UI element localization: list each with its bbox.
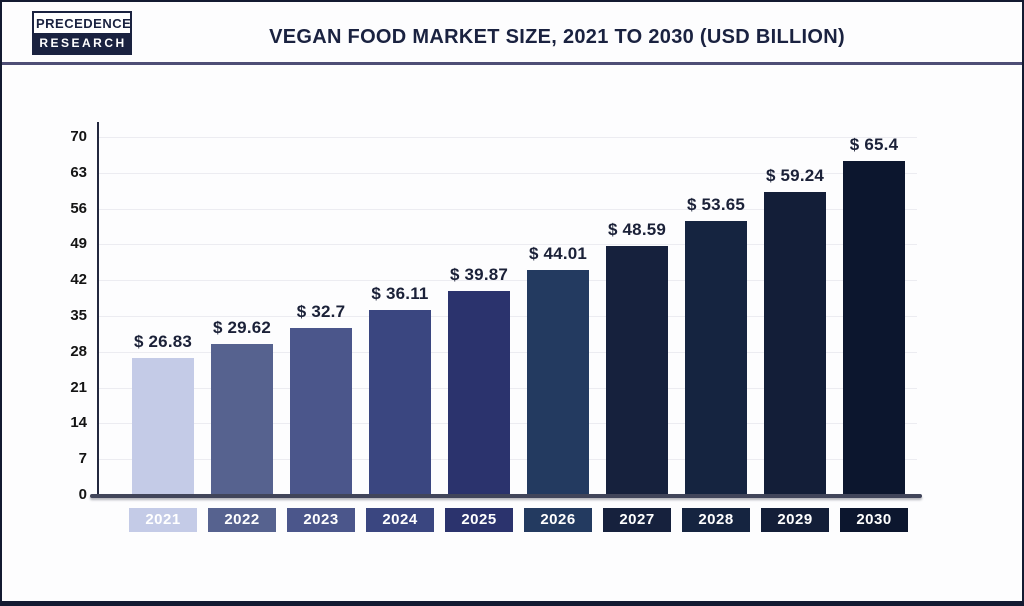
bar-2025 [448, 291, 510, 495]
bar-value-label-2029: $ 59.24 [765, 166, 825, 186]
gridline-42 [97, 280, 917, 282]
year-label-2024: 2024 [366, 508, 434, 532]
bar-2026 [527, 269, 589, 495]
bar-2024 [369, 310, 431, 495]
year-label-2027: 2027 [603, 508, 671, 532]
bar-2028 [685, 220, 747, 495]
bar-2030 [843, 160, 905, 495]
year-label-2025: 2025 [445, 508, 513, 532]
y-tick-label-70: 70 [70, 128, 87, 145]
y-tick-label-49: 49 [70, 235, 87, 253]
y-tick-label-56: 56 [70, 199, 87, 217]
bar-value-label-2027: $ 48.59 [607, 220, 667, 240]
year-label-2021: 2021 [129, 508, 197, 532]
bar-value-label-2028: $ 53.65 [686, 194, 746, 214]
gridline-49 [97, 244, 917, 246]
y-tick-label-14: 14 [70, 414, 87, 432]
year-label-2028: 2028 [682, 508, 750, 532]
y-tick-label-28: 28 [70, 342, 87, 360]
bar-value-label-2025: $ 39.87 [449, 265, 509, 285]
y-tick-label-0: 0 [78, 486, 87, 503]
y-tick-label-35: 35 [70, 307, 87, 324]
y-tick-label-21: 21 [70, 378, 87, 396]
gridline-70 [97, 137, 917, 138]
year-label-2030: 2030 [840, 508, 908, 532]
bar-2029 [764, 192, 826, 495]
logo-line-research: RESEARCH [34, 33, 130, 53]
bar-2022 [211, 343, 273, 495]
bar-2027 [606, 246, 668, 495]
year-label-2022: 2022 [208, 508, 276, 532]
gridline-63 [97, 172, 917, 174]
bar-value-label-2024: $ 36.11 [371, 284, 429, 304]
bar-2021 [132, 357, 194, 495]
y-axis-line [97, 122, 99, 495]
year-label-2026: 2026 [524, 508, 592, 532]
logo-line-precedence: PRECEDENCE [34, 13, 131, 33]
bar-2023 [290, 327, 352, 495]
bar-value-label-2030: $ 65.4 [849, 134, 899, 154]
bar-value-label-2021: $ 26.83 [133, 331, 193, 351]
chart-title: VEGAN FOOD MARKET SIZE, 2021 TO 2030 (US… [269, 26, 845, 48]
y-tick-label-63: 63 [70, 163, 87, 181]
bar-value-label-2023: $ 32.7 [296, 301, 346, 321]
year-label-2023: 2023 [287, 508, 355, 532]
y-tick-label-42: 42 [70, 271, 87, 289]
precedence-research-logo: PRECEDENCE RESEARCH [32, 11, 132, 55]
header-divider [2, 62, 1022, 65]
year-label-2029: 2029 [761, 508, 829, 532]
bar-value-label-2026: $ 44.01 [528, 243, 588, 263]
bar-value-label-2022: $ 29.62 [212, 317, 272, 337]
x-axis-line [90, 494, 922, 498]
y-tick-label-7: 7 [78, 450, 87, 468]
gridline-56 [97, 208, 917, 210]
